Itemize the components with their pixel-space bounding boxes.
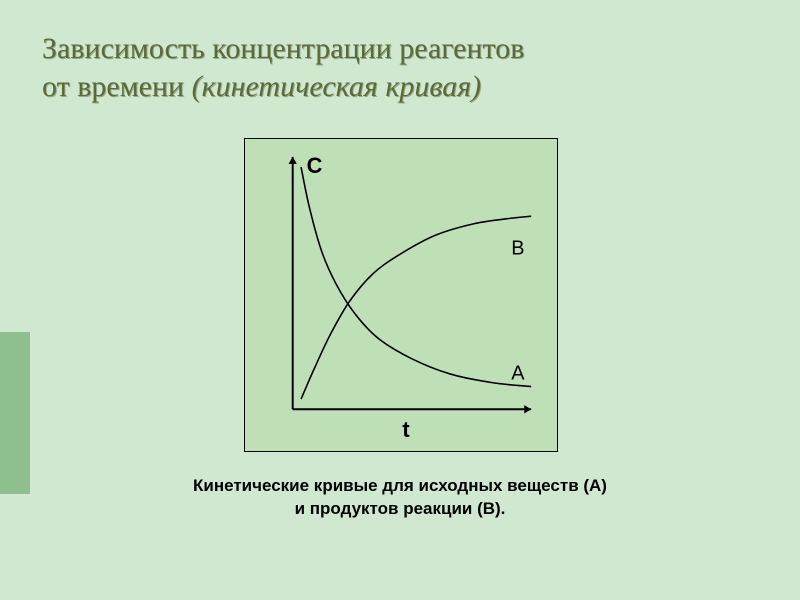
series-label-A: А xyxy=(511,362,525,384)
series-B xyxy=(301,216,531,399)
title-line-2-italic: (кинетическая кривая) xyxy=(192,70,482,103)
caption-line-1: Кинетические кривые для исходных веществ… xyxy=(193,476,607,495)
caption: Кинетические кривые для исходных веществ… xyxy=(0,475,800,521)
caption-line-2: и продуктов реакции (В). xyxy=(295,499,506,518)
slide-title: Зависимость концентрации реагентов от вр… xyxy=(42,30,770,105)
title-line-2: от времени (кинетическая кривая) xyxy=(42,68,770,106)
accent-box xyxy=(0,332,30,494)
title-line-2-prefix: от времени xyxy=(42,70,192,103)
slide: Зависимость концентрации реагентов от вр… xyxy=(0,0,800,600)
series-label-B: В xyxy=(511,237,524,259)
x-axis-label: t xyxy=(402,417,409,442)
y-axis-arrow-icon xyxy=(289,157,297,164)
chart-svg: А В Сt xyxy=(245,139,557,451)
y-axis-label: С xyxy=(307,153,323,178)
title-line-1: Зависимость концентрации реагентов xyxy=(42,30,770,68)
x-axis-arrow-icon xyxy=(524,405,531,413)
kinetic-curve-chart: А В Сt xyxy=(244,138,558,452)
series-A xyxy=(301,167,531,387)
